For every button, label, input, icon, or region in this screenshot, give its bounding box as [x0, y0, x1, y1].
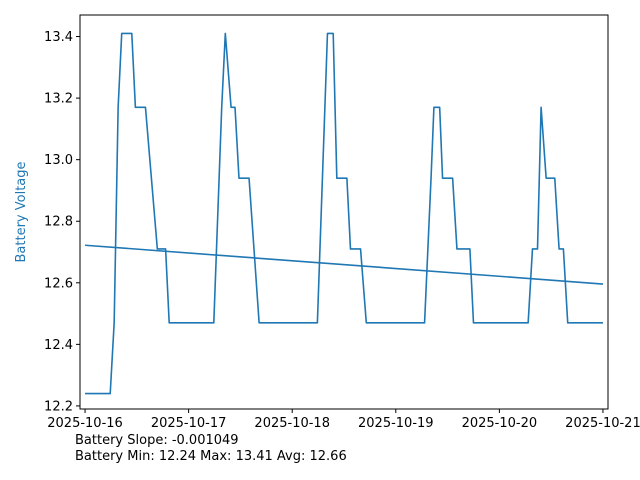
y-tick-label: 12.4	[44, 338, 73, 353]
y-axis-label: Battery Voltage	[14, 161, 29, 262]
battery-min-max-avg-text: Battery Min: 12.24 Max: 13.41 Avg: 12.66	[75, 449, 347, 464]
plot-area	[79, 14, 609, 410]
x-tick-label: 2025-10-19	[358, 416, 434, 431]
x-tick-label: 2025-10-20	[462, 416, 538, 431]
y-tick-label: 12.6	[44, 276, 73, 291]
x-tick-label: 2025-10-21	[565, 416, 640, 431]
battery-slope-text: Battery Slope: -0.001049	[75, 433, 239, 448]
y-tick-label: 12.2	[44, 399, 73, 414]
y-tick-label: 13.0	[44, 153, 73, 168]
voltage-series-line	[85, 32, 603, 395]
x-axis: 2025-10-16 2025-10-17 2025-10-18 2025-10-19…	[47, 409, 640, 431]
x-tick-label: 2025-10-17	[151, 416, 227, 431]
y-tick-label: 13.2	[44, 92, 73, 107]
y-axis: 12.2 12.4 12.6 12.8 13.0 13.2 13.4	[44, 30, 80, 414]
series-layer	[84, 32, 604, 395]
trend-line	[84, 244, 604, 285]
y-tick-label: 12.8	[44, 215, 73, 230]
y-tick-label: 13.4	[44, 30, 73, 45]
x-tick-label: 2025-10-18	[254, 416, 330, 431]
x-tick-label: 2025-10-16	[47, 416, 123, 431]
